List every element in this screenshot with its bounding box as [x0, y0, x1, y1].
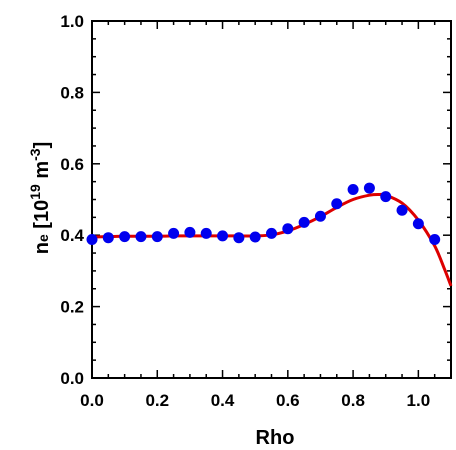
y-tick-labels: 0.0 0.2 0.4 0.6 0.8 1.0 [60, 12, 84, 388]
data-point [86, 233, 98, 245]
data-point [282, 223, 294, 235]
y-tick-label: 1.0 [60, 12, 84, 31]
x-tick-label: 0.8 [341, 391, 365, 410]
data-point [135, 231, 147, 243]
data-point [380, 191, 392, 203]
data-point [396, 204, 408, 216]
data-point [168, 227, 180, 239]
data-point [119, 231, 131, 243]
data-point [200, 227, 212, 239]
data-point [347, 184, 359, 196]
y-axis-title-exp: 19 [27, 184, 43, 200]
y-axis-title-open: [10 [31, 200, 53, 234]
x-tick-labels: 0.0 0.2 0.4 0.6 0.8 1.0 [80, 391, 430, 410]
axes [91, 20, 452, 379]
x-tick-label: 0.2 [145, 391, 169, 410]
y-axis-title-unit: m [31, 161, 53, 184]
data-point [249, 231, 261, 243]
y-tick-label: 0.0 [60, 369, 84, 388]
data-point [217, 230, 229, 242]
x-tick-label: 0.6 [276, 391, 300, 410]
data-point [102, 232, 114, 244]
y-axis-title: ne [1019 m-3] [27, 142, 53, 255]
data-point [429, 233, 441, 245]
y-tick-label: 0.2 [60, 298, 84, 317]
data-point [412, 218, 424, 230]
y-axis-title-sub: e [35, 234, 51, 242]
data-point [151, 231, 163, 243]
x-tick-label: 0.0 [80, 391, 104, 410]
y-axis-title-close: ] [31, 142, 53, 149]
y-tick-label: 0.6 [60, 155, 84, 174]
data-point [233, 232, 245, 244]
y-tick-label: 0.4 [60, 226, 84, 245]
data-point [331, 198, 343, 210]
x-axis-title: Rho [256, 427, 295, 449]
data-point [363, 182, 375, 194]
data-point [184, 226, 196, 238]
y-axis-title-base: n [31, 242, 53, 254]
y-axis-title-unit-exp: -3 [27, 148, 43, 161]
y-tick-label: 0.8 [60, 83, 84, 102]
data-points-layer [86, 182, 441, 245]
data-point [266, 227, 277, 239]
x-tick-label: 1.0 [407, 391, 431, 410]
data-point [314, 210, 326, 222]
data-point [298, 216, 310, 228]
x-tick-label: 0.4 [211, 391, 235, 410]
